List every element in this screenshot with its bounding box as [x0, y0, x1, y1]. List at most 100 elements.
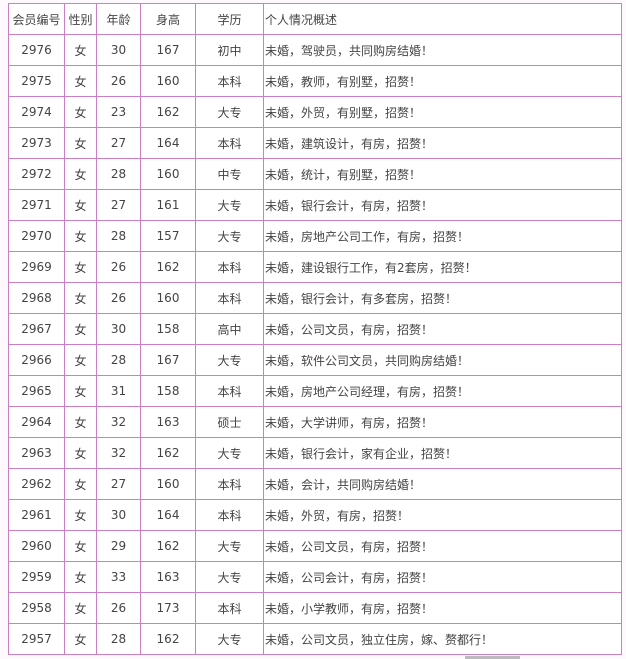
cell-member-id: 2972: [8, 158, 65, 190]
cell-member-id: 2976: [8, 34, 65, 66]
table-row: 2970 女 28 157 大专 未婚，房地产公司工作，有房，招赘！: [8, 220, 622, 252]
cell-description: 未婚，房地产公司工作，有房，招赘！: [263, 220, 622, 252]
cell-age: 27: [96, 189, 141, 221]
cell-member-id: 2963: [8, 437, 65, 469]
cell-education: 大专: [195, 96, 264, 128]
cell-description: 未婚，银行会计，有多套房，招赘！: [263, 282, 622, 314]
cell-description: 未婚，银行会计，有房，招赘！: [263, 189, 622, 221]
cell-gender: 女: [64, 34, 97, 66]
cell-age: 27: [96, 127, 141, 159]
table-row: 2964 女 32 163 硕士 未婚，大学讲师，有房，招赘！: [8, 406, 622, 438]
cell-height: 158: [140, 313, 196, 345]
cell-description: 未婚，银行会计，家有企业，招赘！: [263, 437, 622, 469]
cell-height: 164: [140, 499, 196, 531]
cell-description: 未婚，教师，有别墅，招赘！: [263, 65, 622, 97]
cell-member-id: 2961: [8, 499, 65, 531]
cell-height: 162: [140, 530, 196, 562]
cell-gender: 女: [64, 282, 97, 314]
table-row: 2963 女 32 162 大专 未婚，银行会计，家有企业，招赘！: [8, 437, 622, 469]
cell-height: 160: [140, 158, 196, 190]
cell-gender: 女: [64, 158, 97, 190]
header-member-id: 会员编号: [8, 3, 65, 35]
table-row: 2960 女 29 162 大专 未婚，公司文员，有房，招赘！: [8, 530, 622, 562]
cell-age: 30: [96, 499, 141, 531]
cell-height: 157: [140, 220, 196, 252]
cell-member-id: 2968: [8, 282, 65, 314]
cell-description: 未婚，建筑设计，有房，招赘！: [263, 127, 622, 159]
cell-age: 32: [96, 437, 141, 469]
cell-member-id: 2960: [8, 530, 65, 562]
cell-education: 本科: [195, 468, 264, 500]
table-row: 2958 女 26 173 本科 未婚，小学教师，有房，招赘！: [8, 592, 622, 624]
cell-height: 160: [140, 65, 196, 97]
table-row: 2973 女 27 164 本科 未婚，建筑设计，有房，招赘！: [8, 127, 622, 159]
cell-description: 未婚，外贸，有别墅，招赘！: [263, 96, 622, 128]
header-height: 身高: [140, 3, 196, 35]
cell-gender: 女: [64, 530, 97, 562]
cell-age: 28: [96, 344, 141, 376]
cell-description: 未婚，建设银行工作，有2套房，招赘！: [263, 251, 622, 283]
cell-education: 初中: [195, 34, 264, 66]
table-row: 2966 女 28 167 大专 未婚，软件公司文员，共同购房结婚！: [8, 344, 622, 376]
table-row: 2957 女 28 162 大专 未婚，公司文员，独立住房，嫁、赘都行！: [8, 623, 622, 655]
cell-age: 26: [96, 592, 141, 624]
cell-age: 30: [96, 34, 141, 66]
cell-description: 未婚，小学教师，有房，招赘！: [263, 592, 622, 624]
cell-age: 30: [96, 313, 141, 345]
header-gender: 性别: [64, 3, 97, 35]
cell-age: 26: [96, 251, 141, 283]
cell-education: 本科: [195, 375, 264, 407]
cell-gender: 女: [64, 251, 97, 283]
table-row: 2961 女 30 164 本科 未婚，外贸，有房，招赘！: [8, 499, 622, 531]
table-row: 2969 女 26 162 本科 未婚，建设银行工作，有2套房，招赘！: [8, 251, 622, 283]
horizontal-scrollbar[interactable]: [465, 656, 520, 659]
cell-description: 未婚，公司文员，独立住房，嫁、赘都行！: [263, 623, 622, 655]
cell-gender: 女: [64, 406, 97, 438]
cell-education: 中专: [195, 158, 264, 190]
cell-education: 大专: [195, 437, 264, 469]
cell-education: 本科: [195, 499, 264, 531]
cell-description: 未婚，统计，有别墅，招赘！: [263, 158, 622, 190]
cell-member-id: 2973: [8, 127, 65, 159]
cell-member-id: 2975: [8, 65, 65, 97]
header-row: 会员编号 性别 年龄 身高 学历 个人情况概述: [8, 3, 622, 35]
cell-education: 高中: [195, 313, 264, 345]
cell-description: 未婚，房地产公司经理，有房，招赘！: [263, 375, 622, 407]
cell-age: 31: [96, 375, 141, 407]
cell-age: 33: [96, 561, 141, 593]
cell-gender: 女: [64, 313, 97, 345]
cell-member-id: 2959: [8, 561, 65, 593]
table-row: 2968 女 26 160 本科 未婚，银行会计，有多套房，招赘！: [8, 282, 622, 314]
cell-height: 162: [140, 623, 196, 655]
cell-age: 32: [96, 406, 141, 438]
cell-education: 本科: [195, 127, 264, 159]
cell-gender: 女: [64, 127, 97, 159]
cell-height: 164: [140, 127, 196, 159]
cell-age: 26: [96, 282, 141, 314]
cell-education: 本科: [195, 65, 264, 97]
cell-member-id: 2974: [8, 96, 65, 128]
cell-education: 大专: [195, 220, 264, 252]
header-education: 学历: [195, 3, 264, 35]
table-row: 2974 女 23 162 大专 未婚，外贸，有别墅，招赘！: [8, 96, 622, 128]
cell-description: 未婚，外贸，有房，招赘！: [263, 499, 622, 531]
cell-gender: 女: [64, 437, 97, 469]
cell-height: 162: [140, 251, 196, 283]
table-row: 2976 女 30 167 初中 未婚，驾驶员，共同购房结婚！: [8, 34, 622, 66]
cell-description: 未婚，公司文员，有房，招赘！: [263, 313, 622, 345]
cell-member-id: 2967: [8, 313, 65, 345]
cell-age: 29: [96, 530, 141, 562]
cell-education: 大专: [195, 623, 264, 655]
cell-education: 本科: [195, 282, 264, 314]
cell-height: 167: [140, 34, 196, 66]
cell-gender: 女: [64, 344, 97, 376]
cell-description: 未婚，公司会计，有房，招赘！: [263, 561, 622, 593]
cell-education: 大专: [195, 561, 264, 593]
cell-gender: 女: [64, 561, 97, 593]
cell-age: 28: [96, 158, 141, 190]
member-table: 会员编号 性别 年龄 身高 学历 个人情况概述 2976 女 30 167 初中 未婚，驾驶员，共同…: [8, 3, 622, 655]
table-row: 2975 女 26 160 本科 未婚，教师，有别墅，招赘！: [8, 65, 622, 97]
cell-gender: 女: [64, 592, 97, 624]
cell-gender: 女: [64, 96, 97, 128]
cell-gender: 女: [64, 468, 97, 500]
